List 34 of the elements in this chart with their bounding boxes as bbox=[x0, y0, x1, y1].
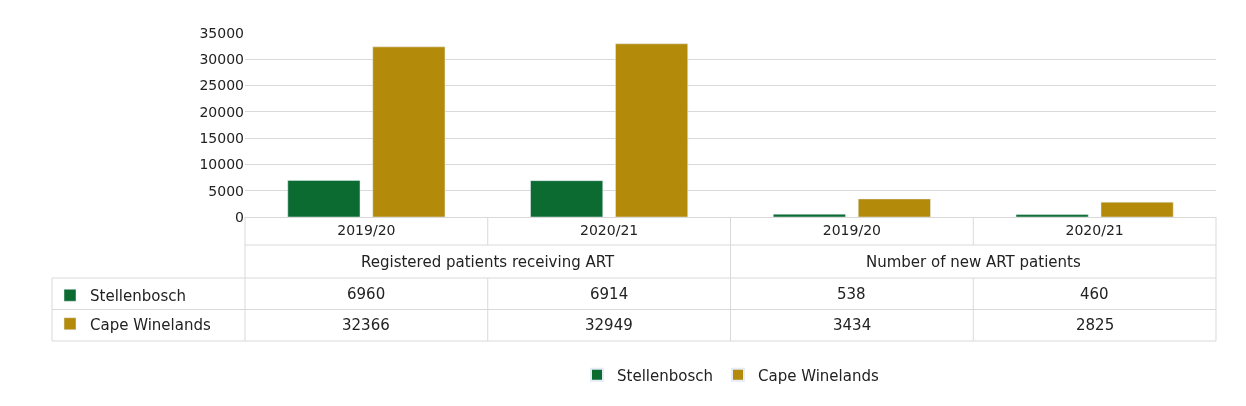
y-tick-label: 20000 bbox=[199, 103, 244, 120]
legend-label: Cape Winelands bbox=[757, 366, 879, 385]
x-tick-label: 2020/21 bbox=[1065, 221, 1124, 238]
y-tick-label: 35000 bbox=[199, 24, 244, 41]
data-label: 32949 bbox=[585, 316, 633, 334]
bar bbox=[1100, 201, 1174, 217]
data-label: 6914 bbox=[590, 285, 629, 303]
x-tick-label: 2019/20 bbox=[822, 221, 881, 238]
bar bbox=[858, 198, 931, 217]
bar bbox=[372, 46, 446, 217]
bar bbox=[1015, 214, 1089, 217]
data-label: 460 bbox=[1080, 285, 1109, 303]
bar bbox=[773, 213, 846, 217]
data-label: 2825 bbox=[1076, 316, 1115, 334]
y-tick-label: 10000 bbox=[199, 156, 244, 173]
y-tick-label: 0 bbox=[235, 208, 244, 225]
legend-label: Stellenbosch bbox=[90, 287, 186, 306]
data-label: 6960 bbox=[347, 285, 386, 303]
y-tick-label: 15000 bbox=[199, 130, 244, 147]
y-tick-label: 30000 bbox=[199, 51, 244, 68]
bar bbox=[530, 180, 603, 217]
bar bbox=[615, 43, 688, 217]
text: Number of new ART patients bbox=[866, 253, 1081, 271]
data-label: 32366 bbox=[342, 316, 390, 334]
y-tick-label: 25000 bbox=[199, 77, 244, 94]
y-tick-label: 5000 bbox=[208, 182, 244, 199]
text: Registered patients receiving ART bbox=[361, 253, 616, 271]
bar bbox=[287, 180, 361, 217]
text: Cape Winelands bbox=[90, 315, 211, 334]
data-label: 538 bbox=[837, 285, 866, 303]
x-tick-label: 2019/20 bbox=[337, 221, 396, 238]
text: Stellenbosch bbox=[617, 366, 713, 385]
data-label: 3434 bbox=[833, 316, 872, 334]
x-tick-label: 2020/21 bbox=[580, 221, 639, 238]
